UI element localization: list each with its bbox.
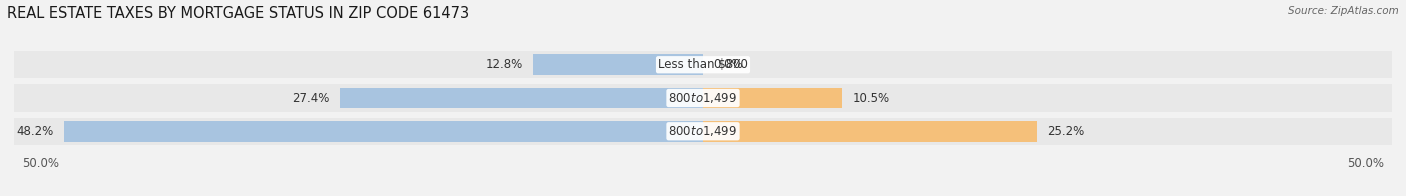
Bar [340,88,703,108]
Text: 12.8%: 12.8% [485,58,523,71]
Bar [703,121,1036,142]
Text: 25.2%: 25.2% [1047,125,1084,138]
Text: $800 to $1,499: $800 to $1,499 [668,124,738,138]
Text: 48.2%: 48.2% [17,125,53,138]
Bar [703,88,842,108]
Bar [14,118,1392,145]
Text: Source: ZipAtlas.com: Source: ZipAtlas.com [1288,6,1399,16]
Bar [14,51,1392,78]
Bar [533,54,703,75]
Text: 10.5%: 10.5% [852,92,890,104]
Text: Less than $800: Less than $800 [658,58,748,71]
Text: $800 to $1,499: $800 to $1,499 [668,91,738,105]
Bar [14,84,1392,112]
Text: 0.0%: 0.0% [714,58,744,71]
Text: 27.4%: 27.4% [292,92,329,104]
Legend: Without Mortgage, With Mortgage: Without Mortgage, With Mortgage [576,193,830,196]
Text: REAL ESTATE TAXES BY MORTGAGE STATUS IN ZIP CODE 61473: REAL ESTATE TAXES BY MORTGAGE STATUS IN … [7,6,470,21]
Bar [65,121,703,142]
